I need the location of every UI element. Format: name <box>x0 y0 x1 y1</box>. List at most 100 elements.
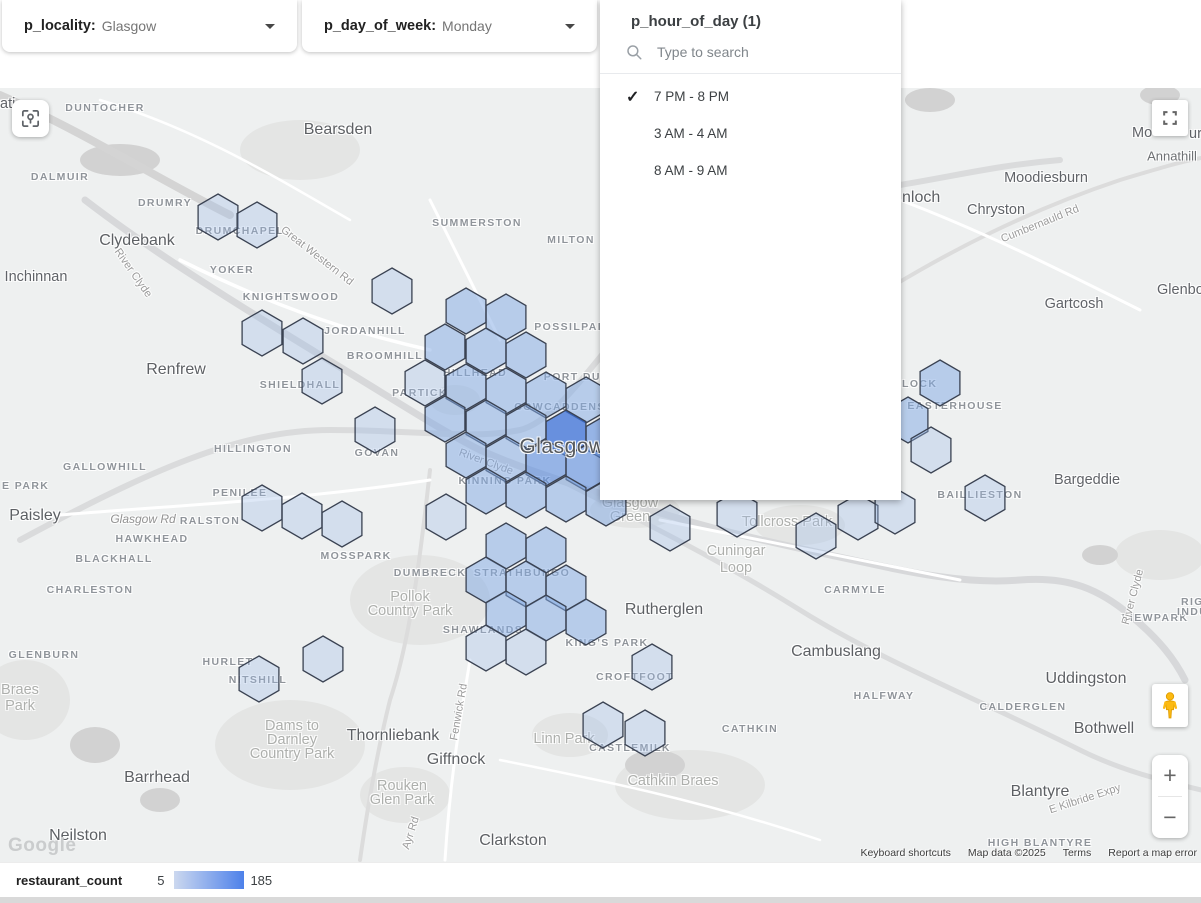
map-label: Mo <box>1132 125 1153 141</box>
map-label: Country Park <box>249 746 335 762</box>
hexbin-cell <box>505 471 547 519</box>
hexbin-cell <box>282 317 324 365</box>
keyboard-shortcuts-link[interactable]: Keyboard shortcuts <box>860 847 951 859</box>
map-label: CHARLESTON <box>46 584 134 596</box>
bottom-scrollbar-track[interactable] <box>0 897 1201 903</box>
map-label: Darnley <box>267 732 317 748</box>
hexbin-layer <box>197 193 1006 757</box>
map-label: CATHKIN <box>721 723 779 735</box>
map-label: Country Park <box>367 603 453 619</box>
report-error-link[interactable]: Report a map error <box>1108 847 1197 859</box>
legend-field-name: restaurant_count <box>16 872 123 888</box>
hexbin-cell <box>795 512 837 560</box>
filter-locality-label: p_locality: <box>24 18 96 34</box>
map-label: NITSHILL <box>229 674 287 686</box>
map-label: SHIELDHALL <box>259 379 341 391</box>
map-label: BLACKHALL <box>75 553 153 565</box>
recenter-pin-icon <box>21 109 40 128</box>
hexbin-cell <box>545 475 587 523</box>
chevron-down-icon <box>565 23 575 29</box>
map-label: DUMBRECK <box>393 567 467 579</box>
map-label: BAILLIESTON <box>937 489 1022 501</box>
map-label: HIGH BLANTYRE <box>987 837 1093 849</box>
hour-option-7pm-8pm[interactable]: ✓ 7 PM - 8 PM <box>600 78 901 115</box>
filter-day-of-week[interactable]: p_day_of_week: Monday <box>302 0 597 52</box>
hexbin-cell <box>465 624 507 672</box>
hexbin-cell <box>241 309 283 357</box>
map-attribution: Keyboard shortcuts Map data ©2025 Terms … <box>860 847 1197 859</box>
map-label: HAWKHEAD <box>115 533 189 545</box>
hexbin-cell <box>465 327 507 375</box>
map-label: VIEWPARK <box>1121 612 1189 624</box>
hexbin-cell <box>716 490 758 538</box>
hexbin-cell <box>582 701 624 749</box>
map-label: BROOMHILL <box>346 350 424 362</box>
map-label: Uddingston <box>1045 670 1127 687</box>
map-label: Thornliebank <box>346 727 440 744</box>
pegman-button[interactable] <box>1152 684 1188 727</box>
filter-locality[interactable]: p_locality: Glasgow <box>2 0 297 52</box>
map-label: ati <box>0 96 16 112</box>
hexbin-cell <box>445 287 487 335</box>
map-label: Renfrew <box>146 361 206 378</box>
map-label: Bargeddie <box>1053 472 1121 488</box>
map-label: Park <box>5 698 35 714</box>
map-label: urn <box>1189 126 1201 142</box>
map-label: Rutherglen <box>624 601 704 618</box>
map-label: Glenboig <box>1157 282 1201 298</box>
option-label: 8 AM - 9 AM <box>654 163 728 178</box>
map-label: DRUMRY <box>137 197 193 209</box>
map-label: Gartcosh <box>1044 296 1104 312</box>
option-label: 7 PM - 8 PM <box>654 89 730 104</box>
hexbin-cell <box>649 504 691 552</box>
map-label: Glasgow Rd <box>110 512 176 526</box>
hexbin-cell <box>321 500 363 548</box>
chevron-down-icon <box>265 23 275 29</box>
hexbin-cell <box>445 363 487 411</box>
map-label: POSSILPARK <box>534 321 616 333</box>
recenter-button[interactable] <box>12 100 49 137</box>
map-label: GOVAN <box>354 447 400 459</box>
terms-link[interactable]: Terms <box>1062 847 1092 859</box>
zoom-out-button[interactable]: − <box>1163 804 1177 830</box>
hour-option-list: ✓ 7 PM - 8 PM 3 AM - 4 AM 8 AM - 9 AM <box>600 74 901 189</box>
map-label: Rouken <box>377 778 427 794</box>
map-label: Neilston <box>49 827 107 844</box>
hexbin-cell <box>238 655 280 703</box>
pegman-icon <box>1162 691 1178 718</box>
search-input[interactable] <box>655 43 869 61</box>
hexbin-cell <box>964 474 1006 522</box>
map-label: JORDANHILL <box>324 325 406 337</box>
map-label: Chryston <box>966 202 1026 218</box>
hexbin-cell <box>424 323 466 371</box>
hexbin-cell <box>236 201 278 249</box>
option-label: 3 AM - 4 AM <box>654 126 728 141</box>
map-label: YOKER <box>209 264 255 276</box>
fullscreen-icon <box>1163 111 1177 125</box>
hour-option-8am-9am[interactable]: 8 AM - 9 AM <box>600 152 901 189</box>
hour-option-3am-4am[interactable]: 3 AM - 4 AM <box>600 115 901 152</box>
map-label: Annathill <box>1147 148 1197 164</box>
map-label: GLENBURN <box>8 649 80 661</box>
map-data-copyright: Map data ©2025 <box>967 847 1046 859</box>
hexbin-cell <box>425 493 467 541</box>
check-icon: ✓ <box>626 89 640 106</box>
map-label: Dams to <box>265 718 319 734</box>
hexbin-cell <box>371 267 413 315</box>
map-label: Moodiesburn <box>1004 170 1088 186</box>
legend-min-value: 5 <box>157 872 165 888</box>
legend-bar: restaurant_count 5 185 <box>0 862 1201 897</box>
fullscreen-button[interactable] <box>1152 100 1188 136</box>
zoom-in-button[interactable]: + <box>1163 762 1177 788</box>
hexbin-cell <box>354 406 396 454</box>
search-icon <box>627 45 642 60</box>
hexbin-cell <box>281 492 323 540</box>
map-label: SUMMERSTON <box>432 217 522 229</box>
map-label: HILLINGTON <box>214 443 292 455</box>
map-label: KNIGHTSWOOD <box>242 291 340 303</box>
map-label: Pollok <box>390 589 430 605</box>
panel-title: p_hour_of_day (1) <box>631 13 762 30</box>
hexbin-cell <box>505 331 547 379</box>
map-label: MOSSPARK <box>320 550 392 562</box>
map-label: Loop <box>719 560 753 576</box>
